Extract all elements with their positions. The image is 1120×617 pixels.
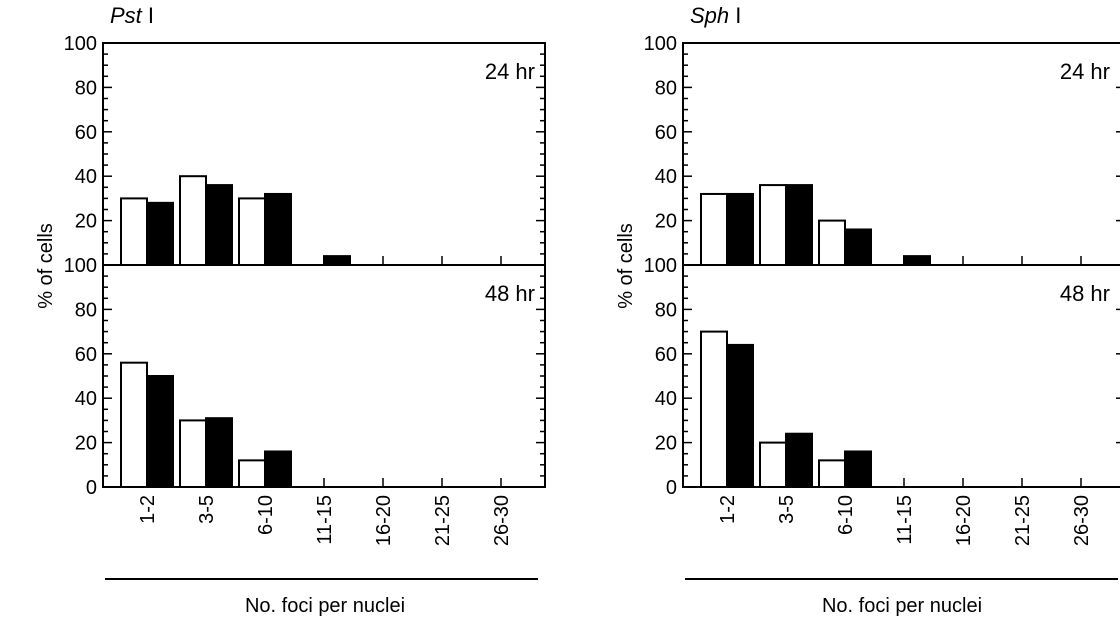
- x-tick-label: 3-5: [196, 495, 218, 524]
- plot-area: 20 40 60 80 100: [64, 33, 545, 267]
- bar-filled-6-10: [844, 228, 872, 266]
- x-tick-label: 11-15: [894, 495, 916, 545]
- y-axis-title: % of cells: [35, 223, 57, 309]
- panel-time-label: 24 hr: [1060, 59, 1110, 84]
- panel-time-label: 24 hr: [485, 59, 535, 84]
- x-tick-label: 21-25: [1012, 495, 1034, 546]
- bar-open-6-10: [818, 459, 846, 488]
- y-tick-label: 0: [86, 477, 97, 499]
- panel-top-pst: 24 hr 20 40 60 80 100: [64, 33, 546, 267]
- chart-title: Sph I: [690, 3, 741, 28]
- y-tick-label: 0: [666, 477, 677, 499]
- y-tick-label: 100: [644, 33, 677, 55]
- chart-title: Pst I: [110, 3, 154, 28]
- y-tick-label: 40: [75, 388, 97, 410]
- y-tick-label: 60: [75, 344, 97, 366]
- y-tick-label: 40: [75, 166, 97, 188]
- chart-title-italic: Pst: [110, 3, 143, 28]
- bar-open-3-5: [179, 175, 207, 266]
- chart-sph: Sph I % of cells No. foci per nuclei 24 …: [615, 3, 1120, 617]
- y-tick-label: 80: [655, 299, 677, 321]
- bar-filled-3-5: [785, 184, 813, 266]
- x-tick-label: 6-10: [255, 495, 277, 535]
- bar-open-3-5: [759, 441, 787, 489]
- bar-filled-1-2: [146, 201, 174, 266]
- y-tick-label: 20: [655, 211, 677, 233]
- plot-area: 20 40 60 80 100: [644, 33, 1120, 267]
- x-axis-title: No. foci per nuclei: [245, 595, 405, 617]
- bar-filled-11-15: [323, 255, 351, 266]
- bar-open-1-2: [700, 192, 728, 267]
- x-axis-title: No. foci per nuclei: [822, 595, 982, 617]
- y-tick-label: 20: [655, 433, 677, 455]
- x-tick-label: 26-30: [1071, 495, 1093, 546]
- y-tick-label: 60: [655, 122, 677, 144]
- y-tick-label: 20: [75, 211, 97, 233]
- bar-filled-1-2: [726, 192, 754, 267]
- x-tick-label: 21-25: [432, 495, 454, 546]
- chart-title-italic: Sph: [690, 3, 729, 28]
- x-tick-label: 16-20: [373, 495, 395, 546]
- bar-open-6-10: [238, 459, 266, 488]
- chart-pst: Pst I % of cells No. foci per nuclei 24 …: [35, 3, 546, 617]
- y-tick-label: 60: [655, 344, 677, 366]
- bar-open-3-5: [759, 184, 787, 266]
- y-tick-label: 100: [644, 255, 677, 277]
- y-tick-label: 80: [75, 77, 97, 99]
- panel-top-sph: 24 hr 20 40 60 80 100: [644, 33, 1120, 267]
- bar-open-1-2: [700, 330, 728, 488]
- plot-area: 0 20 40 60 80 100 1-2 3-5 6-10 11-15 16-20 21-25 26-…: [644, 255, 1120, 546]
- bar-filled-1-2: [146, 375, 174, 488]
- y-tick-label: 40: [655, 166, 677, 188]
- x-tick-label: 26-30: [491, 495, 513, 546]
- panel-bottom-pst: 48 hr 0 20 40 60 80 100 1-2 3-5 6-10 11-15 16-20 21…: [64, 255, 546, 546]
- bar-filled-6-10: [264, 450, 292, 489]
- bar-open-6-10: [238, 197, 266, 266]
- bar-filled-11-15: [903, 255, 931, 266]
- y-tick-label: 80: [655, 77, 677, 99]
- y-tick-label: 100: [64, 33, 97, 55]
- panel-time-label: 48 hr: [1060, 281, 1110, 306]
- panel-bottom-sph: 48 hr 0 20 40 60 80 100 1-2 3-5 6-10 11-15 16-20 21…: [644, 255, 1120, 546]
- y-tick-label: 60: [75, 122, 97, 144]
- bar-filled-3-5: [785, 432, 813, 488]
- bar-filled-6-10: [264, 192, 292, 267]
- x-tick-label: 1-2: [137, 495, 159, 524]
- y-tick-label: 40: [655, 388, 677, 410]
- x-tick-label: 11-15: [314, 495, 336, 545]
- bar-open-6-10: [818, 219, 846, 267]
- bar-filled-6-10: [844, 450, 872, 489]
- y-axis-title: % of cells: [615, 223, 637, 309]
- x-tick-label: 6-10: [835, 495, 857, 535]
- bar-open-3-5: [179, 419, 207, 488]
- chart-title-suffix: I: [729, 3, 741, 28]
- bar-filled-1-2: [726, 343, 754, 489]
- x-tick-label: 1-2: [717, 495, 739, 524]
- bar-filled-3-5: [205, 184, 233, 266]
- y-tick-label: 100: [64, 255, 97, 277]
- x-tick-label: 3-5: [776, 495, 798, 524]
- panel-time-label: 48 hr: [485, 281, 535, 306]
- plot-area: 0 20 40 60 80 100 1-2 3-5 6-10 11-15 16-20 21-25 26-…: [64, 255, 545, 546]
- bar-open-1-2: [120, 361, 148, 488]
- y-tick-label: 20: [75, 433, 97, 455]
- y-tick-label: 80: [75, 299, 97, 321]
- bar-open-1-2: [120, 197, 148, 266]
- x-tick-label: 16-20: [953, 495, 975, 546]
- bar-filled-3-5: [205, 417, 233, 488]
- chart-title-suffix: I: [142, 3, 154, 28]
